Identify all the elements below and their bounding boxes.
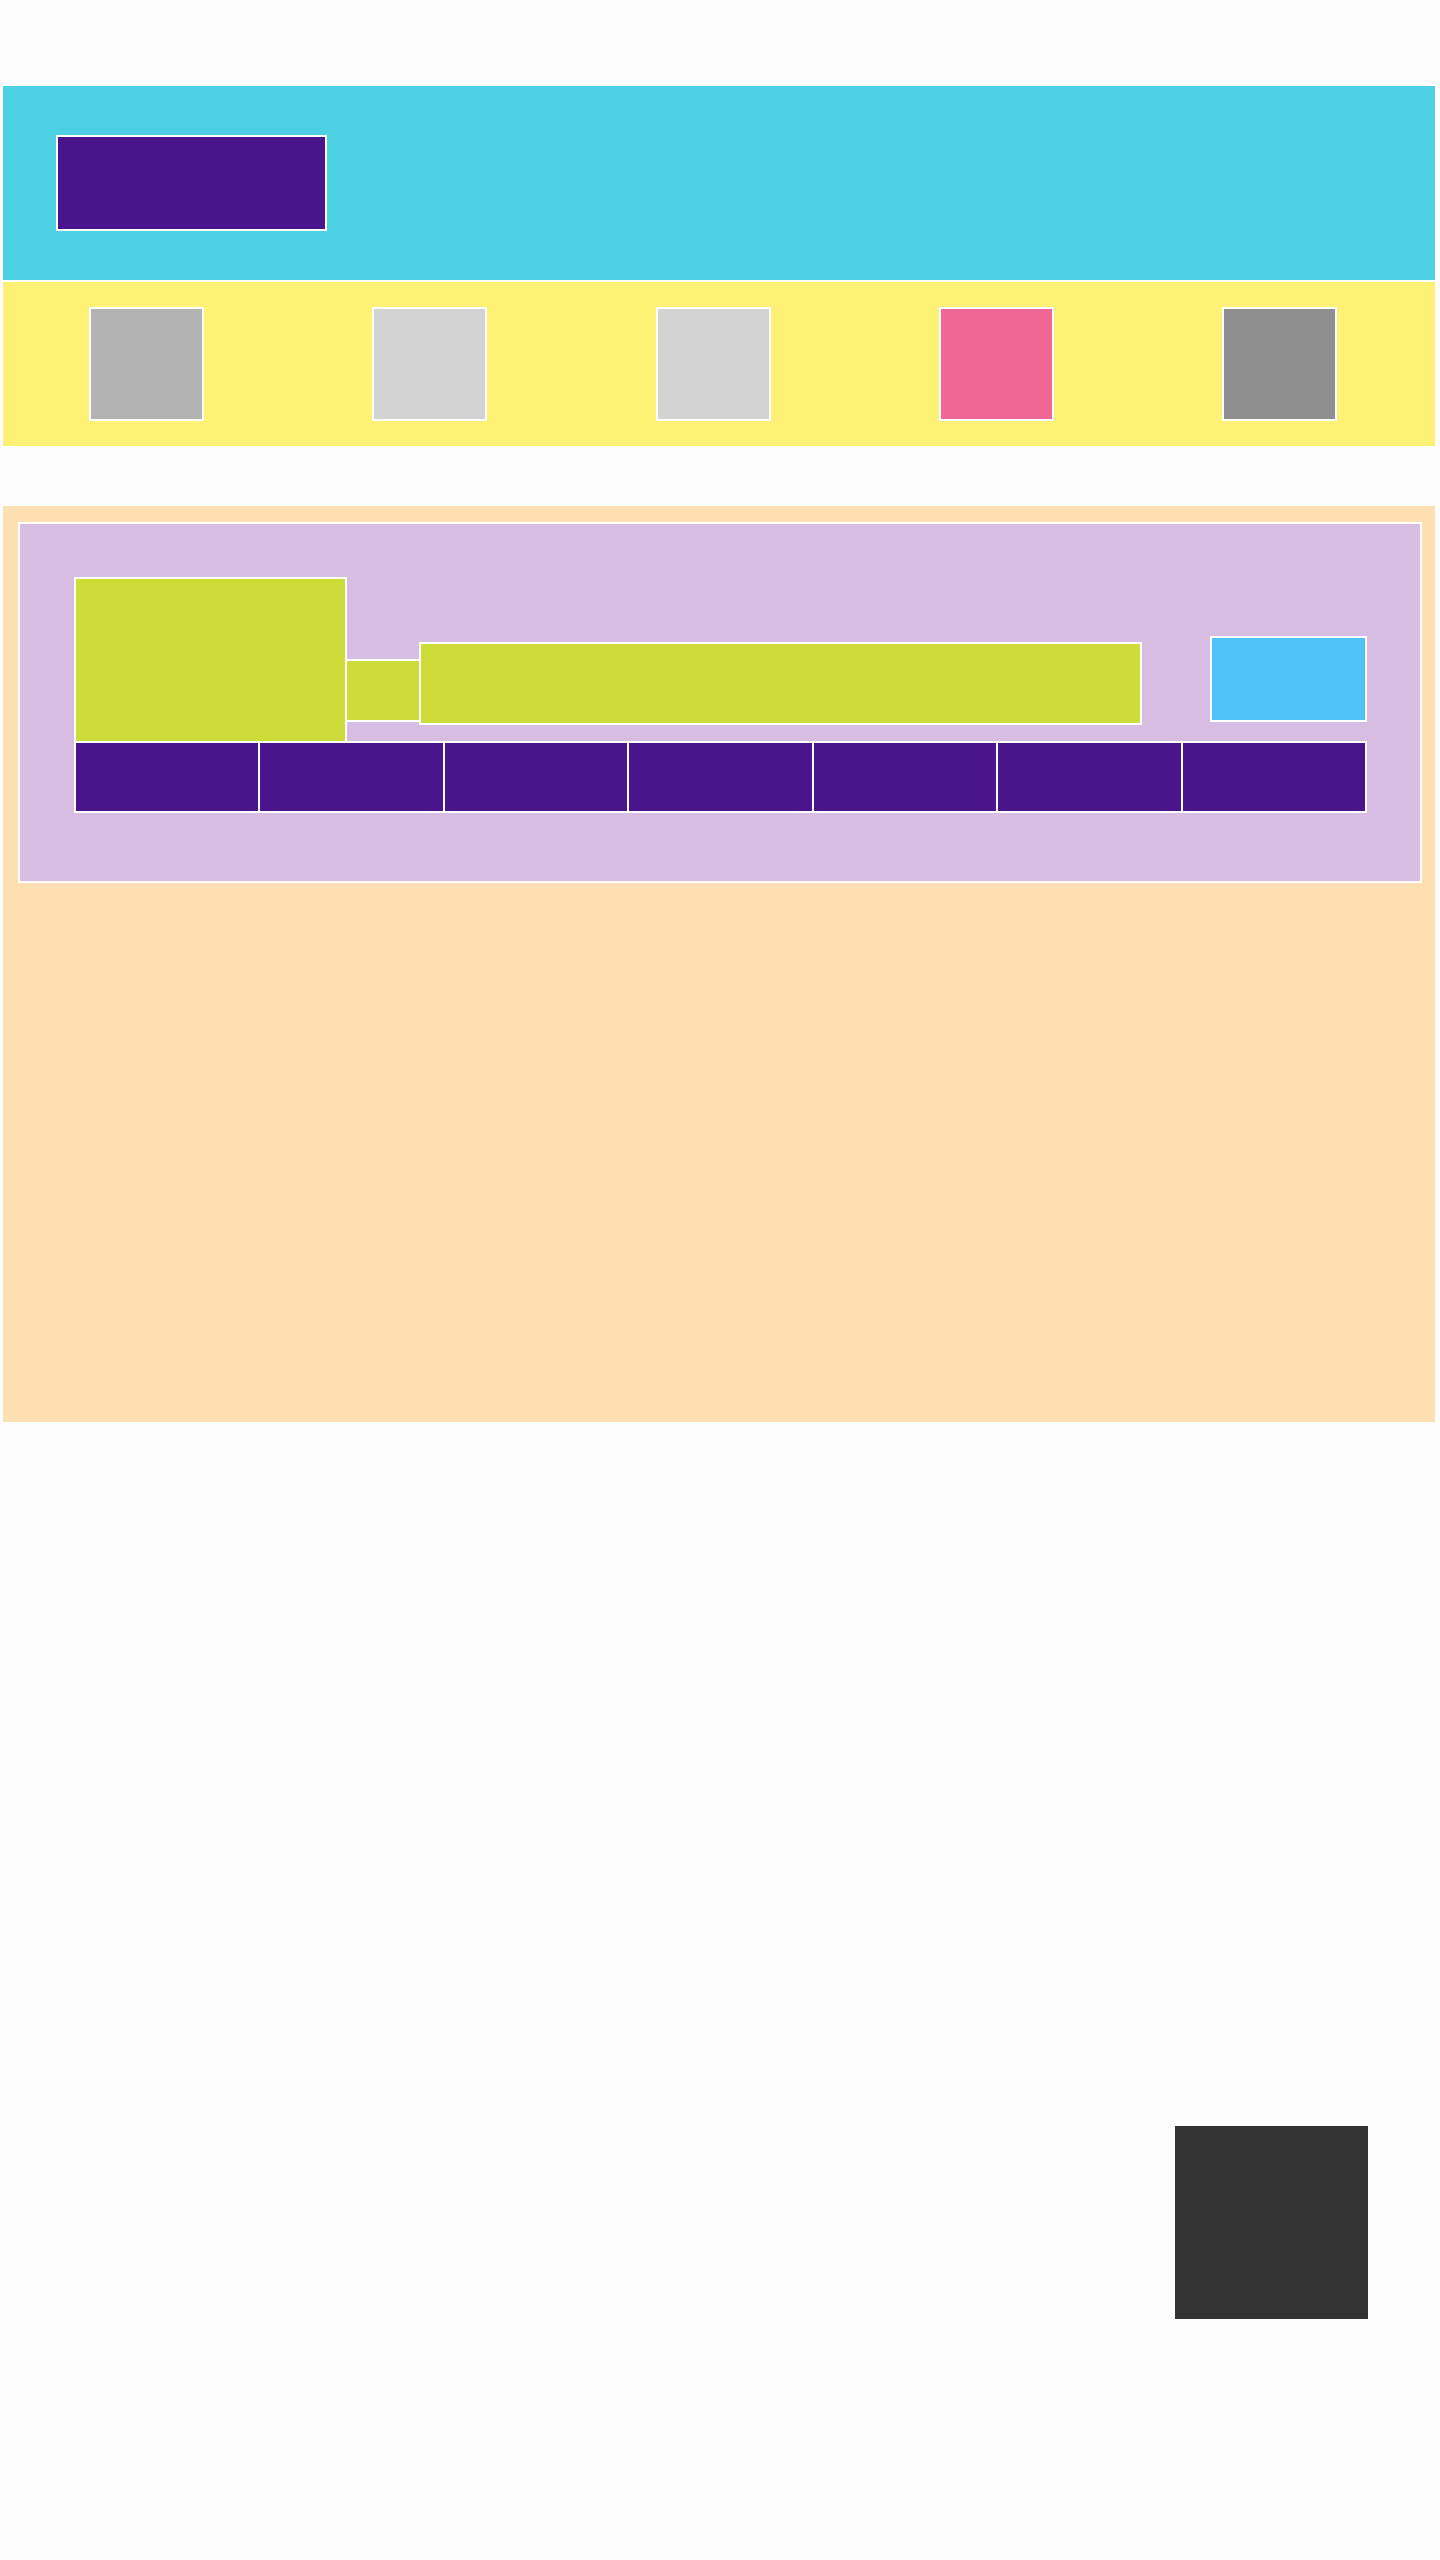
tab-6[interactable] xyxy=(996,741,1183,813)
tab-1[interactable] xyxy=(74,741,261,813)
tab-3[interactable] xyxy=(442,741,630,813)
tab-bar xyxy=(74,741,1367,813)
avatar-block xyxy=(74,577,347,743)
strip-icon-3[interactable] xyxy=(656,307,771,421)
strip-icon-5[interactable] xyxy=(1222,307,1337,421)
strip-icon-4[interactable] xyxy=(939,307,1054,421)
action-block[interactable] xyxy=(1210,636,1367,722)
strip-icon-2[interactable] xyxy=(372,307,487,421)
tab-2[interactable] xyxy=(258,741,445,813)
tab-5[interactable] xyxy=(811,741,999,813)
connector-block xyxy=(345,659,422,722)
search-block[interactable] xyxy=(419,642,1142,725)
tab-7[interactable] xyxy=(1180,741,1367,813)
strip-icon-1[interactable] xyxy=(89,307,204,421)
logo-block[interactable] xyxy=(56,135,327,231)
tab-4[interactable] xyxy=(627,741,814,813)
floating-action-block[interactable] xyxy=(1175,2126,1368,2319)
